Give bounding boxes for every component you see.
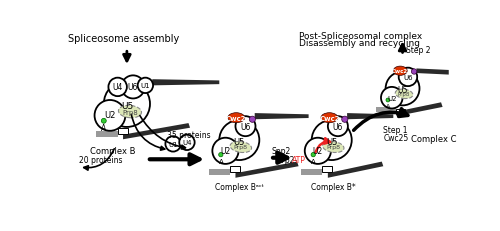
Polygon shape	[152, 80, 220, 86]
Text: Cwc2: Cwc2	[392, 69, 408, 74]
Text: Cwc2: Cwc2	[226, 115, 246, 121]
Circle shape	[386, 99, 390, 103]
Text: A: A	[311, 158, 316, 164]
Circle shape	[138, 78, 153, 94]
Text: U4: U4	[112, 83, 123, 92]
Polygon shape	[416, 69, 449, 75]
Text: U1: U1	[140, 83, 150, 89]
Circle shape	[311, 153, 316, 157]
Circle shape	[386, 72, 420, 106]
Circle shape	[102, 119, 106, 124]
Polygon shape	[208, 169, 230, 175]
Polygon shape	[254, 114, 308, 120]
Text: U5: U5	[121, 101, 133, 110]
Polygon shape	[328, 162, 384, 178]
Polygon shape	[347, 114, 394, 120]
Text: U6: U6	[240, 122, 250, 131]
Circle shape	[220, 121, 260, 160]
Text: Cwc2: Cwc2	[319, 115, 340, 121]
Polygon shape	[396, 103, 442, 117]
Text: Prp8: Prp8	[398, 92, 410, 97]
FancyBboxPatch shape	[396, 110, 405, 114]
Polygon shape	[376, 107, 396, 113]
Text: ATP: ATP	[292, 155, 306, 164]
Circle shape	[381, 88, 402, 109]
Text: Step 2: Step 2	[406, 46, 431, 55]
Circle shape	[412, 70, 417, 75]
Circle shape	[94, 100, 126, 131]
Text: Complex Bᵃᶜᵗ: Complex Bᵃᶜᵗ	[215, 182, 264, 191]
Text: Disassembly and recycling: Disassembly and recycling	[298, 39, 420, 48]
Circle shape	[122, 76, 144, 99]
Ellipse shape	[322, 142, 344, 153]
Text: U4: U4	[182, 140, 192, 146]
Circle shape	[108, 78, 127, 97]
Text: U2: U2	[387, 95, 396, 101]
Ellipse shape	[230, 142, 252, 153]
Ellipse shape	[321, 113, 338, 123]
Circle shape	[312, 121, 352, 160]
Text: U2: U2	[312, 147, 323, 156]
Text: Complex B*: Complex B*	[311, 182, 356, 191]
FancyBboxPatch shape	[230, 167, 240, 173]
Circle shape	[218, 153, 223, 157]
Circle shape	[166, 137, 181, 152]
FancyBboxPatch shape	[118, 128, 128, 134]
Ellipse shape	[396, 90, 413, 99]
Circle shape	[212, 138, 238, 164]
Text: Post-Spliceosomal complex: Post-Spliceosomal complex	[298, 32, 422, 41]
Text: Spliceosome assembly: Spliceosome assembly	[68, 34, 180, 44]
Text: Prp8: Prp8	[234, 145, 248, 150]
Text: A: A	[218, 158, 223, 164]
Text: Complex C: Complex C	[412, 134, 457, 143]
Text: U6: U6	[403, 75, 413, 81]
Text: A: A	[386, 103, 390, 108]
Text: U2: U2	[104, 111, 116, 120]
Text: U5: U5	[326, 137, 338, 146]
Text: A: A	[101, 124, 106, 133]
Circle shape	[104, 81, 150, 127]
Text: 20 proteins: 20 proteins	[79, 155, 122, 164]
Text: U1: U1	[168, 141, 178, 147]
Circle shape	[305, 138, 331, 164]
Text: Spp2: Spp2	[272, 147, 290, 156]
Text: U6: U6	[332, 122, 343, 131]
Polygon shape	[96, 131, 118, 137]
Text: 35 proteins: 35 proteins	[168, 131, 211, 140]
Circle shape	[398, 68, 417, 87]
Text: Prp8: Prp8	[122, 109, 138, 115]
Ellipse shape	[118, 106, 142, 118]
Text: U2: U2	[220, 147, 230, 156]
Text: U6: U6	[128, 83, 138, 92]
Polygon shape	[236, 162, 298, 178]
Text: Prp8: Prp8	[326, 145, 340, 150]
Text: U5: U5	[398, 86, 407, 95]
Polygon shape	[123, 124, 190, 140]
FancyBboxPatch shape	[322, 167, 332, 173]
Ellipse shape	[228, 113, 244, 123]
Text: Step 1: Step 1	[382, 125, 407, 134]
Ellipse shape	[394, 67, 407, 76]
Circle shape	[180, 135, 194, 150]
Text: U5: U5	[234, 137, 245, 146]
Circle shape	[342, 117, 348, 123]
Circle shape	[328, 117, 348, 137]
Circle shape	[236, 117, 256, 137]
Polygon shape	[301, 169, 322, 175]
Text: Cwc25: Cwc25	[384, 134, 409, 143]
Circle shape	[250, 117, 256, 123]
Text: Complex B: Complex B	[90, 146, 136, 155]
Text: Prp2-: Prp2-	[277, 155, 297, 164]
